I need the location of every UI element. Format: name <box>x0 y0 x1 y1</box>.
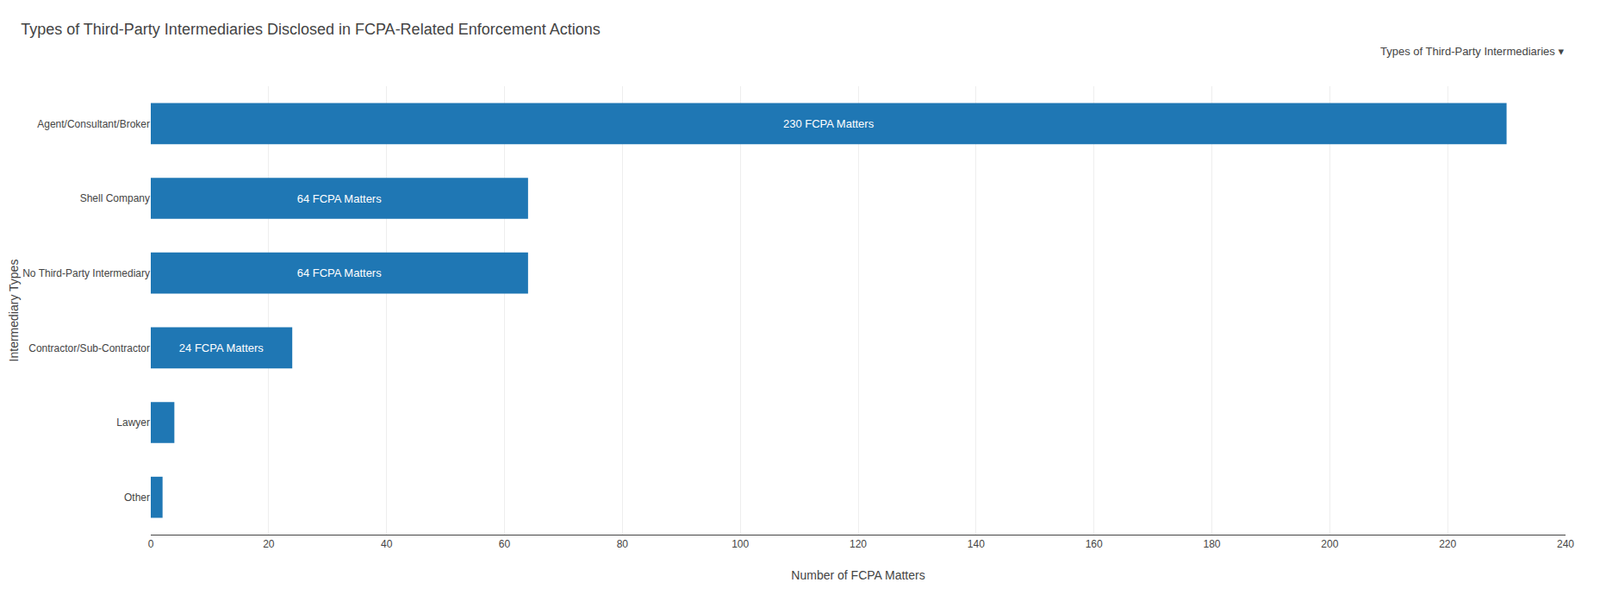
svg-text:0: 0 <box>148 537 155 550</box>
svg-text:Lawyer: Lawyer <box>116 416 150 429</box>
svg-text:200: 200 <box>1320 537 1339 550</box>
svg-text:20: 20 <box>262 537 275 550</box>
svg-text:Types of Third-Party Intermedi: Types of Third-Party Intermediaries Disc… <box>20 20 601 38</box>
svg-text:120: 120 <box>849 537 867 550</box>
svg-text:60: 60 <box>498 537 511 550</box>
svg-text:Other: Other <box>124 491 150 504</box>
svg-text:140: 140 <box>967 537 985 550</box>
svg-text:64 FCPA Matters: 64 FCPA Matters <box>297 266 383 280</box>
svg-text:180: 180 <box>1202 537 1221 550</box>
svg-text:220: 220 <box>1438 537 1457 550</box>
svg-text:Contractor/Sub-Contractor: Contractor/Sub-Contractor <box>28 342 150 355</box>
svg-text:Intermediary Types: Intermediary Types <box>6 259 21 362</box>
svg-text:100: 100 <box>731 537 749 550</box>
svg-text:230 FCPA Matters: 230 FCPA Matters <box>783 117 875 131</box>
svg-text:No Third-Party Intermediary: No Third-Party Intermediary <box>22 267 150 280</box>
svg-text:40: 40 <box>380 537 393 550</box>
svg-text:Types of Third-Party Intermedi: Types of Third-Party Intermediaries ▾ <box>1380 44 1564 58</box>
svg-text:24 FCPA Matters: 24 FCPA Matters <box>179 341 265 355</box>
svg-text:Number of FCPA Matters: Number of FCPA Matters <box>790 567 925 582</box>
svg-text:160: 160 <box>1085 537 1103 550</box>
svg-text:240: 240 <box>1556 537 1575 550</box>
svg-text:Shell Company: Shell Company <box>80 192 150 205</box>
svg-text:Agent/Consultant/Broker: Agent/Consultant/Broker <box>37 118 150 131</box>
svg-text:80: 80 <box>616 537 629 550</box>
svg-text:64 FCPA Matters: 64 FCPA Matters <box>297 192 383 206</box>
